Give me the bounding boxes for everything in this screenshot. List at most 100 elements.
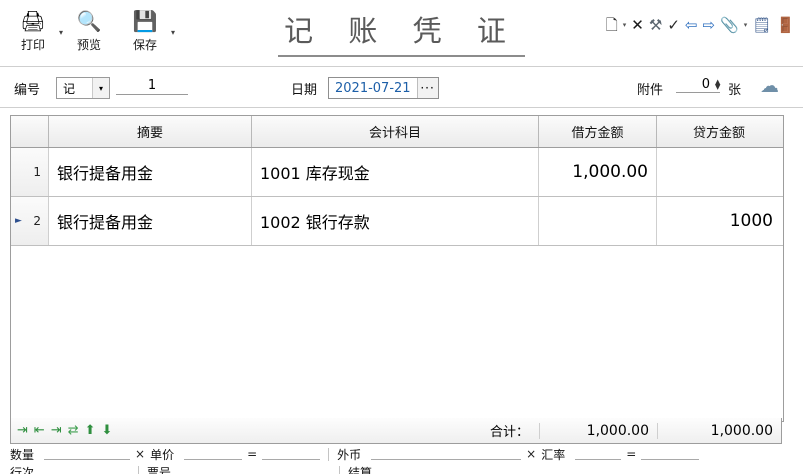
exchange-rate-input[interactable]	[575, 448, 622, 460]
unitprice-input[interactable]	[184, 448, 243, 460]
divider-3	[339, 465, 340, 474]
stepper-down-icon[interactable]: ▼	[715, 82, 721, 91]
attachment-icon[interactable]: 📎	[720, 16, 739, 34]
print-button[interactable]: 🖨 打印	[10, 2, 56, 53]
detail-row-2: 行次 票号 结算	[10, 465, 782, 474]
save-dropdown-caret[interactable]: ▾	[170, 28, 175, 37]
foreign-amount-result[interactable]	[641, 448, 700, 460]
new-doc-icon[interactable]: 🗋	[605, 16, 618, 34]
cell-debit-2[interactable]	[539, 197, 657, 245]
column-header-debit[interactable]: 借方金额	[539, 116, 657, 147]
chevron-down-icon[interactable]: ▾	[622, 21, 627, 29]
row-tools: ⇥ ⇤ ⇥ ⇄ ⬆ ⬇	[11, 424, 166, 437]
current-row-indicator-icon: ►	[15, 216, 22, 226]
date-input[interactable]: 2021-07-21 ···	[328, 77, 439, 99]
save-button-label: 保存	[132, 38, 157, 52]
bill-number-input[interactable]	[181, 466, 331, 474]
detail-row-1: 数量 × 单价 = 外币 × 汇率 =	[10, 447, 782, 462]
exchange-rate-label: 汇率	[541, 447, 566, 462]
attachment-label: 附件	[637, 83, 664, 98]
multiply-operator-1: ×	[135, 447, 146, 461]
row-index-1: 1	[11, 148, 49, 196]
cell-credit-1[interactable]	[657, 148, 781, 196]
column-header-marker	[11, 116, 49, 147]
prev-arrow-icon[interactable]: ⇦	[684, 16, 698, 34]
printer-icon: 🖨	[20, 9, 46, 33]
preview-button-label: 预览	[76, 38, 101, 52]
line-number-label: 行次	[10, 465, 35, 474]
detail-panel: 数量 × 单价 = 外币 × 汇率 = 行次 票号 结算	[10, 447, 782, 474]
column-header-subject[interactable]: 会计科目	[252, 116, 539, 147]
cell-summary-2[interactable]: 银行提备用金	[49, 197, 252, 245]
table-row[interactable]: ► 2 银行提备用金 1002 银行存款 1000	[11, 197, 783, 246]
row-index-2: ► 2	[11, 197, 49, 245]
tools-icon[interactable]: ⚒	[648, 16, 663, 34]
chevron-down-icon[interactable]: ▾	[92, 78, 109, 98]
toolbar-right-group: 🗋 ▾ ✕ ⚒ ✓ ⇦ ⇨ 📎 ▾ 🗒 🚪	[606, 18, 795, 33]
foreign-currency-input[interactable]	[371, 448, 522, 460]
quantity-label: 数量	[10, 447, 35, 462]
attachment-count-value: 0	[701, 77, 710, 92]
voucher-grid: 摘要 会计科目 借方金额 贷方金额 1 银行提备用金 1001 库存现金 1,0…	[10, 115, 784, 422]
save-button[interactable]: 💾 保存	[122, 2, 168, 53]
move-row-up-icon[interactable]: ⬆	[84, 423, 96, 438]
top-toolbar: 🖨 打印 ▾ 🔍 预览 💾 保存 ▾ 记 账 凭 证 🗋 ▾ ✕ ⚒ ✓ ⇦ ⇨…	[0, 0, 803, 67]
stepper-up-icon[interactable]: ▲	[715, 77, 721, 86]
column-header-credit[interactable]: 贷方金额	[692, 126, 745, 141]
equals-operator-2: =	[626, 447, 637, 461]
exit-icon[interactable]: 🚪	[776, 16, 795, 34]
date-label: 日期	[291, 83, 318, 98]
stepper-arrows[interactable]: ▲ ▼	[713, 77, 721, 91]
cell-credit-2[interactable]: 1000	[729, 211, 773, 231]
settlement-label: 结算	[348, 465, 373, 474]
attachment-count-stepper[interactable]: 0 ▲ ▼	[676, 77, 721, 93]
insert-row-icon[interactable]: ⇤	[33, 423, 45, 438]
voucher-type-select[interactable]: 记 ▾	[56, 77, 110, 99]
calculator-icon[interactable]: 🗒	[752, 16, 772, 34]
total-label: 合计：	[489, 425, 529, 440]
voucher-header-row: 编号 记 ▾ 1 日期 2021-07-21 ··· 附件 0 ▲ ▼ 张 ☁	[0, 67, 803, 108]
row-index-value: 2	[33, 214, 41, 228]
total-debit-value: 1,000.00	[539, 422, 657, 439]
bill-number-label: 票号	[147, 465, 172, 474]
amount-result[interactable]	[262, 448, 321, 460]
voucher-type-value: 记	[63, 81, 76, 96]
total-credit-value: 1,000.00	[657, 422, 781, 439]
move-row-down-icon[interactable]: ⬇	[101, 423, 113, 438]
divider-2	[138, 465, 139, 474]
date-picker-icon[interactable]: ···	[416, 78, 438, 98]
cell-subject-1[interactable]: 1001 库存现金	[252, 148, 539, 196]
preview-button[interactable]: 🔍 预览	[66, 2, 112, 53]
equals-operator-1: =	[247, 447, 258, 461]
preview-icon: 🔍	[76, 9, 102, 33]
date-value: 2021-07-21	[335, 80, 411, 96]
page-title: 记 账 凭 证	[278, 8, 525, 57]
voucher-number-input[interactable]: 1	[116, 78, 188, 95]
swap-rows-icon[interactable]: ⇄	[67, 423, 79, 438]
foreign-currency-label: 外币	[337, 447, 362, 462]
cell-subject-2[interactable]: 1002 银行存款	[252, 197, 539, 245]
cloud-upload-icon[interactable]: ☁	[760, 75, 779, 97]
append-row-icon[interactable]: ⇥	[50, 423, 62, 438]
number-label: 编号	[14, 83, 41, 98]
check-icon[interactable]: ✓	[667, 16, 680, 34]
table-row[interactable]: 1 银行提备用金 1001 库存现金 1,000.00	[11, 148, 783, 197]
cell-debit-1[interactable]: 1,000.00	[539, 148, 657, 196]
cell-summary-1[interactable]: 银行提备用金	[49, 148, 252, 196]
grid-empty-area[interactable]	[11, 246, 783, 421]
column-header-summary[interactable]: 摘要	[49, 116, 252, 147]
divider	[328, 447, 330, 461]
insert-row-above-icon[interactable]: ⇥	[17, 423, 28, 438]
settlement-input[interactable]	[382, 466, 472, 474]
row-index-value: 1	[33, 165, 41, 179]
chevron-down-icon-2[interactable]: ▾	[743, 21, 748, 29]
print-dropdown-caret[interactable]: ▾	[58, 28, 63, 37]
quantity-input[interactable]	[44, 448, 130, 460]
toolbar-left-group: 🖨 打印 ▾ 🔍 预览 💾 保存 ▾	[10, 2, 178, 53]
delete-icon[interactable]: ✕	[631, 16, 644, 34]
save-icon: 💾	[132, 9, 158, 33]
print-button-label: 打印	[20, 38, 45, 52]
next-arrow-icon[interactable]: ⇨	[702, 16, 716, 34]
line-number-input[interactable]	[44, 466, 130, 474]
grid-header-row: 摘要 会计科目 借方金额 贷方金额	[11, 116, 783, 148]
